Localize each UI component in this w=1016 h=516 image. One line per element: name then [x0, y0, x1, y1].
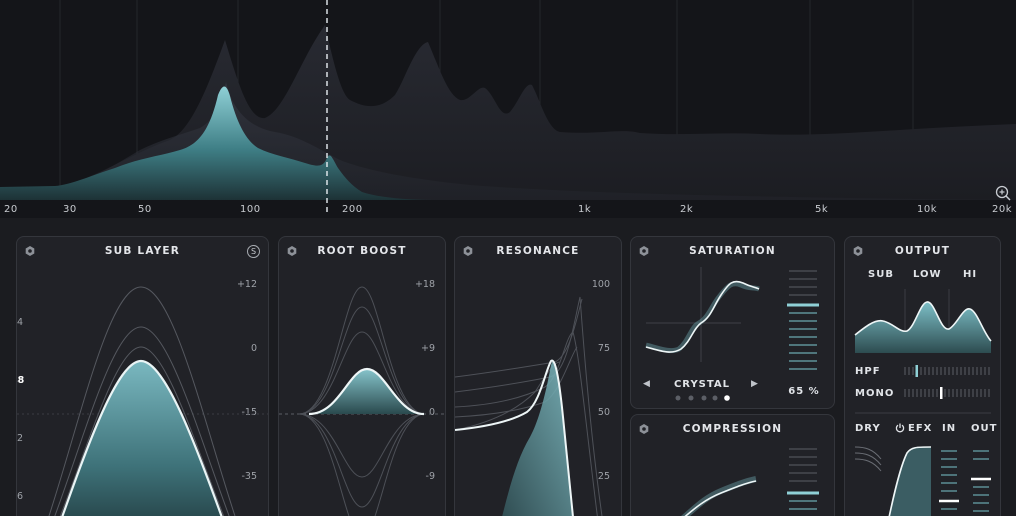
hex-settings-icon[interactable]	[639, 424, 649, 434]
output-band-graph[interactable]	[845, 237, 1000, 516]
db-label: -35	[241, 471, 257, 482]
db-label: -9	[425, 471, 435, 482]
db-label: +18	[414, 279, 435, 290]
db-label: +9	[420, 343, 435, 354]
hex-settings-icon[interactable]	[853, 246, 863, 256]
solo-button[interactable]: S	[247, 245, 260, 258]
freq-label: 5k	[815, 204, 829, 215]
saturation-panel: SATURATION	[630, 236, 835, 409]
hpf-slider[interactable]	[904, 365, 990, 377]
freq-label: 1k	[578, 204, 592, 215]
freq-label: 200	[342, 204, 363, 215]
freq-label: 100	[240, 204, 261, 215]
panel-title: OUTPUT	[894, 245, 951, 257]
spectrum-analyzer[interactable]: 20 30 50 100 200 1k 2k 5k 10k 20k	[0, 0, 1016, 218]
root-boost-curve[interactable]	[279, 237, 445, 516]
db-label: 0	[250, 343, 257, 354]
panel-title: COMPRESSION	[682, 423, 783, 435]
note-label-active: 48	[17, 375, 25, 386]
compression-panel: COMPRESSION	[630, 414, 835, 516]
output-panel: OUTPUT SUB LOW HI	[844, 236, 1001, 516]
freq-label: 30	[63, 204, 77, 215]
freq-label: 2k	[680, 204, 694, 215]
hpf-label: HPF	[855, 366, 881, 377]
hex-settings-icon[interactable]	[25, 246, 35, 256]
spectrum-graph	[0, 0, 1016, 212]
saturation-amount: 65 %	[788, 386, 820, 397]
band-label-hi[interactable]: HI	[963, 269, 978, 280]
panel-title: ROOT BOOST	[317, 245, 407, 257]
out-label: OUT	[971, 423, 998, 434]
resonance-panel: RESONANCE 100 75 50 25	[454, 236, 622, 516]
saturation-mode: CRYSTAL	[673, 379, 731, 390]
freq-label: 20	[4, 204, 18, 215]
saturation-curve[interactable]	[631, 237, 834, 408]
zoom-in-icon	[995, 185, 1011, 201]
mono-slider[interactable]	[904, 387, 990, 399]
spectrum-fill-teal	[0, 86, 440, 200]
in-label: IN	[942, 423, 957, 434]
freq-label: 10k	[917, 204, 938, 215]
panel-title: SUB LAYER	[104, 245, 181, 257]
saturation-meter	[787, 270, 819, 370]
hex-settings-icon[interactable]	[463, 246, 473, 256]
db-label: 0	[428, 407, 435, 418]
power-icon[interactable]	[895, 423, 905, 433]
band-label-low[interactable]: LOW	[913, 269, 942, 280]
note-label: 72	[17, 433, 24, 444]
panel-title: SATURATION	[689, 245, 776, 257]
band-label-sub[interactable]: SUB	[868, 269, 894, 280]
sub-layer-curve[interactable]	[17, 237, 268, 516]
dry-label: DRY	[855, 423, 881, 434]
next-mode-button[interactable]: ▶	[751, 379, 758, 389]
freq-label: 20k	[992, 204, 1013, 215]
db-label: +12	[236, 279, 257, 290]
prev-mode-button[interactable]: ◀	[643, 379, 650, 389]
freq-label: 50	[138, 204, 152, 215]
resonance-curve[interactable]	[455, 237, 621, 516]
mode-dots[interactable]	[675, 395, 730, 401]
output-meter	[971, 450, 991, 512]
scale-label: 25	[597, 471, 610, 482]
dry-efx-mix[interactable]	[854, 446, 932, 516]
efx-label: EFX	[908, 423, 933, 434]
scale-label: 50	[597, 407, 610, 418]
sub-layer-panel: SUB LAYER S 24 48 72 96 +12 0 -15 -35	[16, 236, 269, 516]
scale-label: 75	[597, 343, 610, 354]
note-label: 24	[17, 317, 24, 328]
root-boost-panel: ROOT BOOST +18 +9 0 -9	[278, 236, 446, 516]
input-meter	[939, 450, 959, 510]
hex-settings-icon[interactable]	[287, 246, 297, 256]
panel-title: RESONANCE	[496, 245, 580, 257]
note-label: 96	[17, 491, 24, 502]
hex-settings-icon[interactable]	[639, 246, 649, 256]
db-label: -15	[241, 407, 257, 418]
mono-label: MONO	[855, 388, 895, 399]
compression-curve[interactable]	[631, 415, 834, 516]
scale-label: 100	[591, 279, 610, 290]
